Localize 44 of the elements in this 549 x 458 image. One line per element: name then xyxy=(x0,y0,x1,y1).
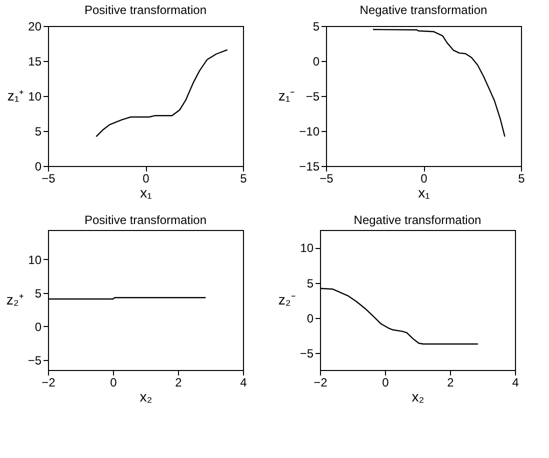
x-tick-label: 0 xyxy=(420,172,428,186)
x-axis-title: x₂ xyxy=(140,388,152,404)
x-tick-label: −2 xyxy=(42,376,56,390)
x-tick-label: 2 xyxy=(175,376,182,390)
y-tick-label: −10 xyxy=(299,124,320,138)
x-tick-label: 5 xyxy=(240,172,248,186)
x-tick-label: 4 xyxy=(240,376,248,390)
x-axis-title: x₁ xyxy=(418,184,430,200)
y-tick-label: −5 xyxy=(300,346,314,361)
y-tick-label: 5 xyxy=(34,286,42,300)
x-tick-label: 5 xyxy=(518,172,526,186)
chart-title: Negative transformation xyxy=(360,3,488,17)
y-tick-label: 5 xyxy=(34,124,42,138)
y-tick-label: 0 xyxy=(306,311,314,326)
y-axis-title: z₂⁻ xyxy=(278,292,296,308)
y-tick-label: 0 xyxy=(312,54,320,68)
x-axis-title: x₂ xyxy=(412,388,424,404)
chart-title: Negative transformation xyxy=(354,213,482,227)
y-tick-label: 10 xyxy=(300,241,314,256)
y-tick-label: −5 xyxy=(306,90,320,104)
y-axis-title: z₂⁺ xyxy=(6,292,24,308)
x-tick-label: −2 xyxy=(314,376,328,390)
y-tick-label: 0 xyxy=(34,160,42,174)
x-tick-label: 4 xyxy=(512,376,520,390)
chart-title: Positive transformation xyxy=(84,3,207,17)
line-series xyxy=(372,28,506,138)
y-tick-label: 5 xyxy=(312,20,320,34)
y-tick-label: 10 xyxy=(28,90,42,104)
y-tick-label: 20 xyxy=(28,20,42,34)
y-tick-label: 0 xyxy=(34,320,42,334)
y-tick-label: −5 xyxy=(28,353,42,368)
x-tick-label: 2 xyxy=(447,376,454,390)
y-tick-label: −15 xyxy=(299,160,320,174)
y-tick-label: 10 xyxy=(28,252,42,267)
y-tick-label: 15 xyxy=(28,54,42,68)
x-tick-label: 0 xyxy=(110,376,118,390)
chart-title: Positive transformation xyxy=(84,213,207,227)
x-tick-label: 0 xyxy=(382,376,390,390)
y-tick-label: 5 xyxy=(306,276,314,290)
y-axis-title: z₁⁻ xyxy=(278,88,296,104)
y-axis-title: z₁⁺ xyxy=(7,88,24,104)
x-axis-title: x₁ xyxy=(140,184,152,200)
x-tick-label: 0 xyxy=(142,172,150,186)
line-series xyxy=(96,49,228,138)
